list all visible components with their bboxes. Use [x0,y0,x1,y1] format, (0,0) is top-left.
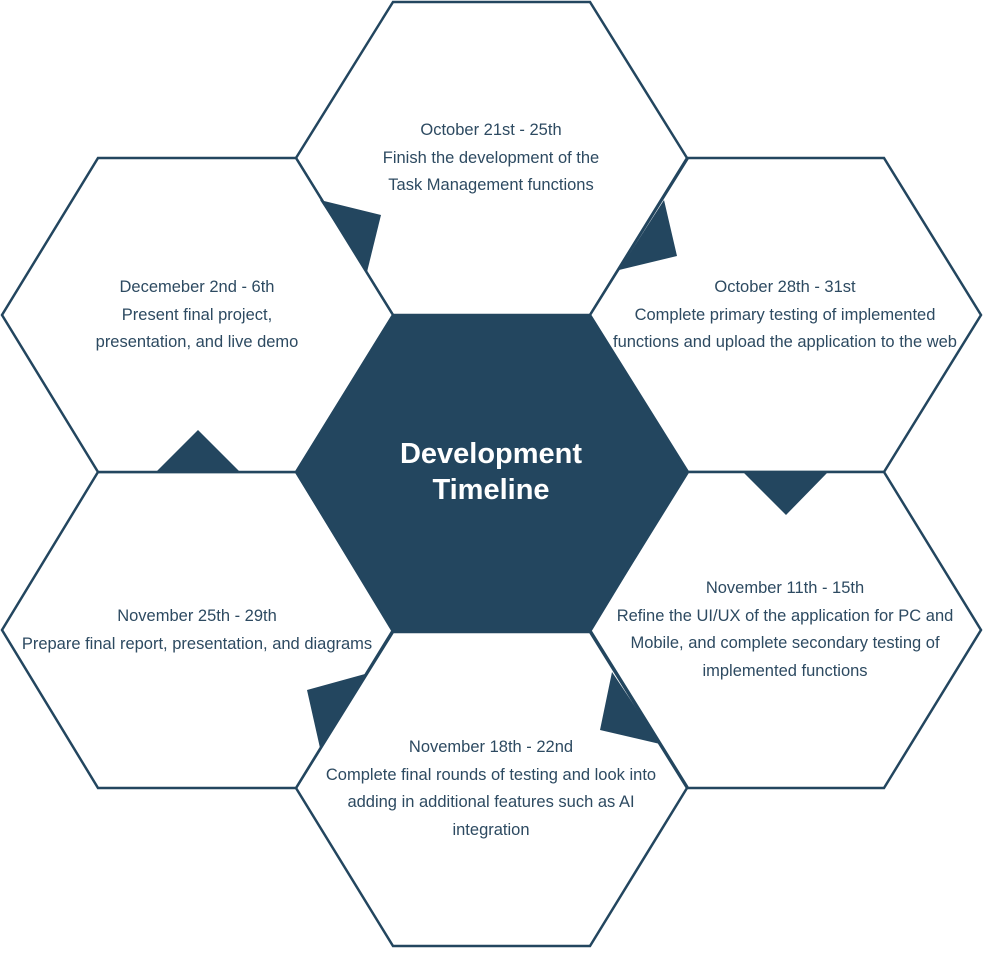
step-2-clip: October 28th - 31st Complete primary tes… [605,274,975,364]
center-title-line-1: Development [399,438,583,470]
step-2-line-2: functions and upload the application to … [612,333,957,351]
step-3-line-1: Refine the UI/UX of the application for … [616,606,954,625]
step-1-line-1: Finish the development of the [382,148,600,167]
step-2-date: October 28th - 31st [714,278,856,296]
arrow-step6-to-step1 [320,200,381,272]
step-label-6: Decemeber 2nd - 6th Present final projec… [2,274,392,357]
step-4-line-1: Complete final rounds of testing and loo… [325,765,657,784]
step-3-line-2: Mobile, and complete secondary testing o… [630,634,940,652]
step-4-line-3: integration [452,820,530,839]
step-3-date: November 11th - 15th [705,579,865,597]
arrow-step3-to-step4 [600,672,660,744]
step-1-line-2: Task Management functions [388,176,594,194]
step-label-2: October 28th - 31st Complete primary tes… [605,274,975,357]
arrow-step5-to-step6 [156,430,240,472]
center-title-line-2: Timeline [432,474,550,506]
step-5-line-1: Prepare final report, presentation, and … [21,634,373,653]
step-label-3: November 11th - 15th Refine the UI/UX of… [590,575,980,685]
step-4-line-2: adding in additional features such as AI [347,793,635,811]
step-2-line-1: Complete primary testing of implemented [634,305,936,324]
step-1-date: October 21st - 25th [420,121,562,139]
step-6-line-2: presentation, and live demo [95,333,299,351]
arrow-step1-to-step2 [619,200,677,270]
step-label-4: November 18th - 22nd Complete final roun… [296,734,686,844]
step-4-date: November 18th - 22nd [408,738,574,756]
arrow-step4-to-step5 [307,674,365,748]
step-label-1: October 21st - 25th Finish the developme… [296,117,686,200]
center-hexagon [294,314,689,633]
step-6-line-1: Present final project, [121,305,273,324]
step-3-line-3: implemented functions [702,661,868,680]
step-6-date: Decemeber 2nd - 6th [119,278,275,296]
center-title: Development Timeline [296,436,686,508]
step-label-5: November 25th - 29th Prepare final repor… [2,603,392,658]
step-5-date: November 25th - 29th [117,607,277,625]
arrow-step2-to-step3 [743,472,828,515]
